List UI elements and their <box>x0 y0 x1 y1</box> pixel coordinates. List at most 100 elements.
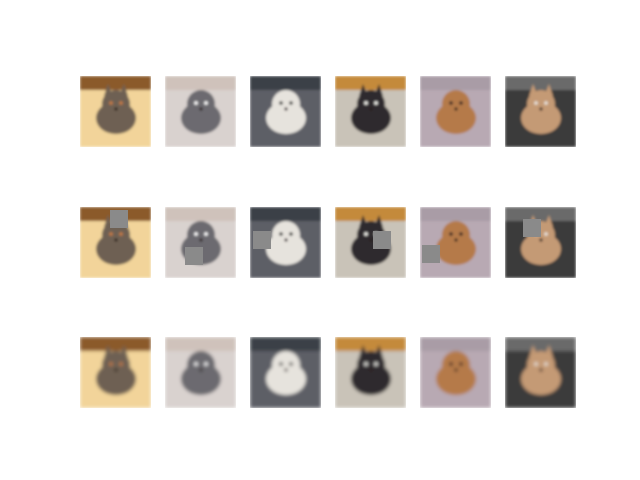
animal-head <box>357 90 385 118</box>
animal-head <box>272 221 300 249</box>
animal-eye <box>119 232 123 236</box>
animal-eye <box>119 101 123 105</box>
animal-eye <box>279 362 283 366</box>
animal-nose <box>199 238 203 242</box>
animal-head <box>527 351 555 379</box>
animal-eye <box>459 101 463 105</box>
animal-eye <box>109 362 113 366</box>
thumbnail-dog <box>420 337 491 408</box>
background-band <box>420 76 491 90</box>
animal-eye <box>289 362 293 366</box>
animal-nose <box>369 368 373 372</box>
animal-head <box>272 351 300 379</box>
animal-head <box>442 351 470 379</box>
background-band <box>165 337 236 351</box>
tile-r2-c3-dog-occluded <box>250 207 321 278</box>
animal-head <box>442 90 470 118</box>
thumbnail-cat <box>80 76 151 147</box>
cat-ear <box>545 215 553 227</box>
occlusion-patch <box>523 219 541 237</box>
animal-eye <box>109 101 113 105</box>
animal-eye <box>204 362 208 366</box>
animal-eye <box>534 362 538 366</box>
tile-r3-c4-cat-reconstructed <box>335 337 406 408</box>
animal-nose <box>284 107 288 111</box>
cat-ear <box>120 84 128 96</box>
background-band <box>335 207 406 221</box>
cat-ear <box>359 345 367 357</box>
thumbnail-cat <box>505 337 576 408</box>
background-band <box>505 337 576 351</box>
animal-eye <box>364 362 368 366</box>
animal-nose <box>539 368 543 372</box>
tile-r1-c6-cat <box>505 76 576 147</box>
animal-nose <box>199 368 203 372</box>
tile-r3-c2-dog-reconstructed <box>165 337 236 408</box>
cat-ear <box>359 215 367 227</box>
animal-eye <box>109 232 113 236</box>
thumbnail-cat <box>335 76 406 147</box>
background-band <box>250 76 321 90</box>
animal-eye <box>374 362 378 366</box>
background-band <box>420 207 491 221</box>
thumbnail-cat <box>505 207 576 278</box>
animal-eye <box>544 232 548 236</box>
occlusion-patch <box>253 231 271 249</box>
thumbnail-dog <box>250 337 321 408</box>
occlusion-patch <box>422 245 440 263</box>
background-band <box>80 76 151 90</box>
animal-eye <box>194 101 198 105</box>
animal-eye <box>194 362 198 366</box>
thumbnail-cat <box>335 207 406 278</box>
animal-nose <box>539 238 543 242</box>
animal-eye <box>534 101 538 105</box>
animal-eye <box>204 101 208 105</box>
thumbnail-dog <box>420 76 491 147</box>
cat-ear <box>529 345 537 357</box>
animal-eye <box>289 232 293 236</box>
tile-r3-c5-dog-reconstructed <box>420 337 491 408</box>
thumbnail-cat <box>80 337 151 408</box>
background-band <box>80 337 151 351</box>
cat-ear <box>545 345 553 357</box>
animal-eye <box>364 232 368 236</box>
animal-nose <box>454 238 458 242</box>
cat-ear <box>375 345 383 357</box>
background-band <box>505 207 576 221</box>
animal-nose <box>114 368 118 372</box>
animal-nose <box>369 238 373 242</box>
tile-r2-c5-dog-occluded <box>420 207 491 278</box>
thumbnail-dog <box>165 76 236 147</box>
background-band <box>505 76 576 90</box>
background-band <box>335 337 406 351</box>
tile-r2-c6-cat-occluded <box>505 207 576 278</box>
occlusion-patch <box>373 231 391 249</box>
animal-eye <box>289 101 293 105</box>
cat-ear <box>375 84 383 96</box>
cat-ear <box>359 84 367 96</box>
animal-eye <box>119 362 123 366</box>
thumbnail-cat <box>505 76 576 147</box>
thumbnail-cat <box>80 207 151 278</box>
tile-r1-c3-dog <box>250 76 321 147</box>
occlusion-patch <box>185 247 203 265</box>
tile-r3-c6-cat-reconstructed <box>505 337 576 408</box>
animal-head <box>102 351 130 379</box>
animal-nose <box>284 238 288 242</box>
animal-head <box>102 90 130 118</box>
animal-eye <box>544 362 548 366</box>
cat-ear <box>120 345 128 357</box>
occlusion-patch <box>110 210 128 228</box>
background-band <box>335 76 406 90</box>
animal-head <box>357 351 385 379</box>
tile-r2-c2-dog-occluded <box>165 207 236 278</box>
tile-r1-c1-cat <box>80 76 151 147</box>
background-band <box>420 337 491 351</box>
tile-r3-c1-cat-reconstructed <box>80 337 151 408</box>
tile-r3-c3-dog-reconstructed <box>250 337 321 408</box>
animal-nose <box>199 107 203 111</box>
tile-r2-c1-cat-occluded <box>80 207 151 278</box>
animal-eye <box>449 232 453 236</box>
animal-eye <box>279 232 283 236</box>
thumbnail-dog <box>420 207 491 278</box>
